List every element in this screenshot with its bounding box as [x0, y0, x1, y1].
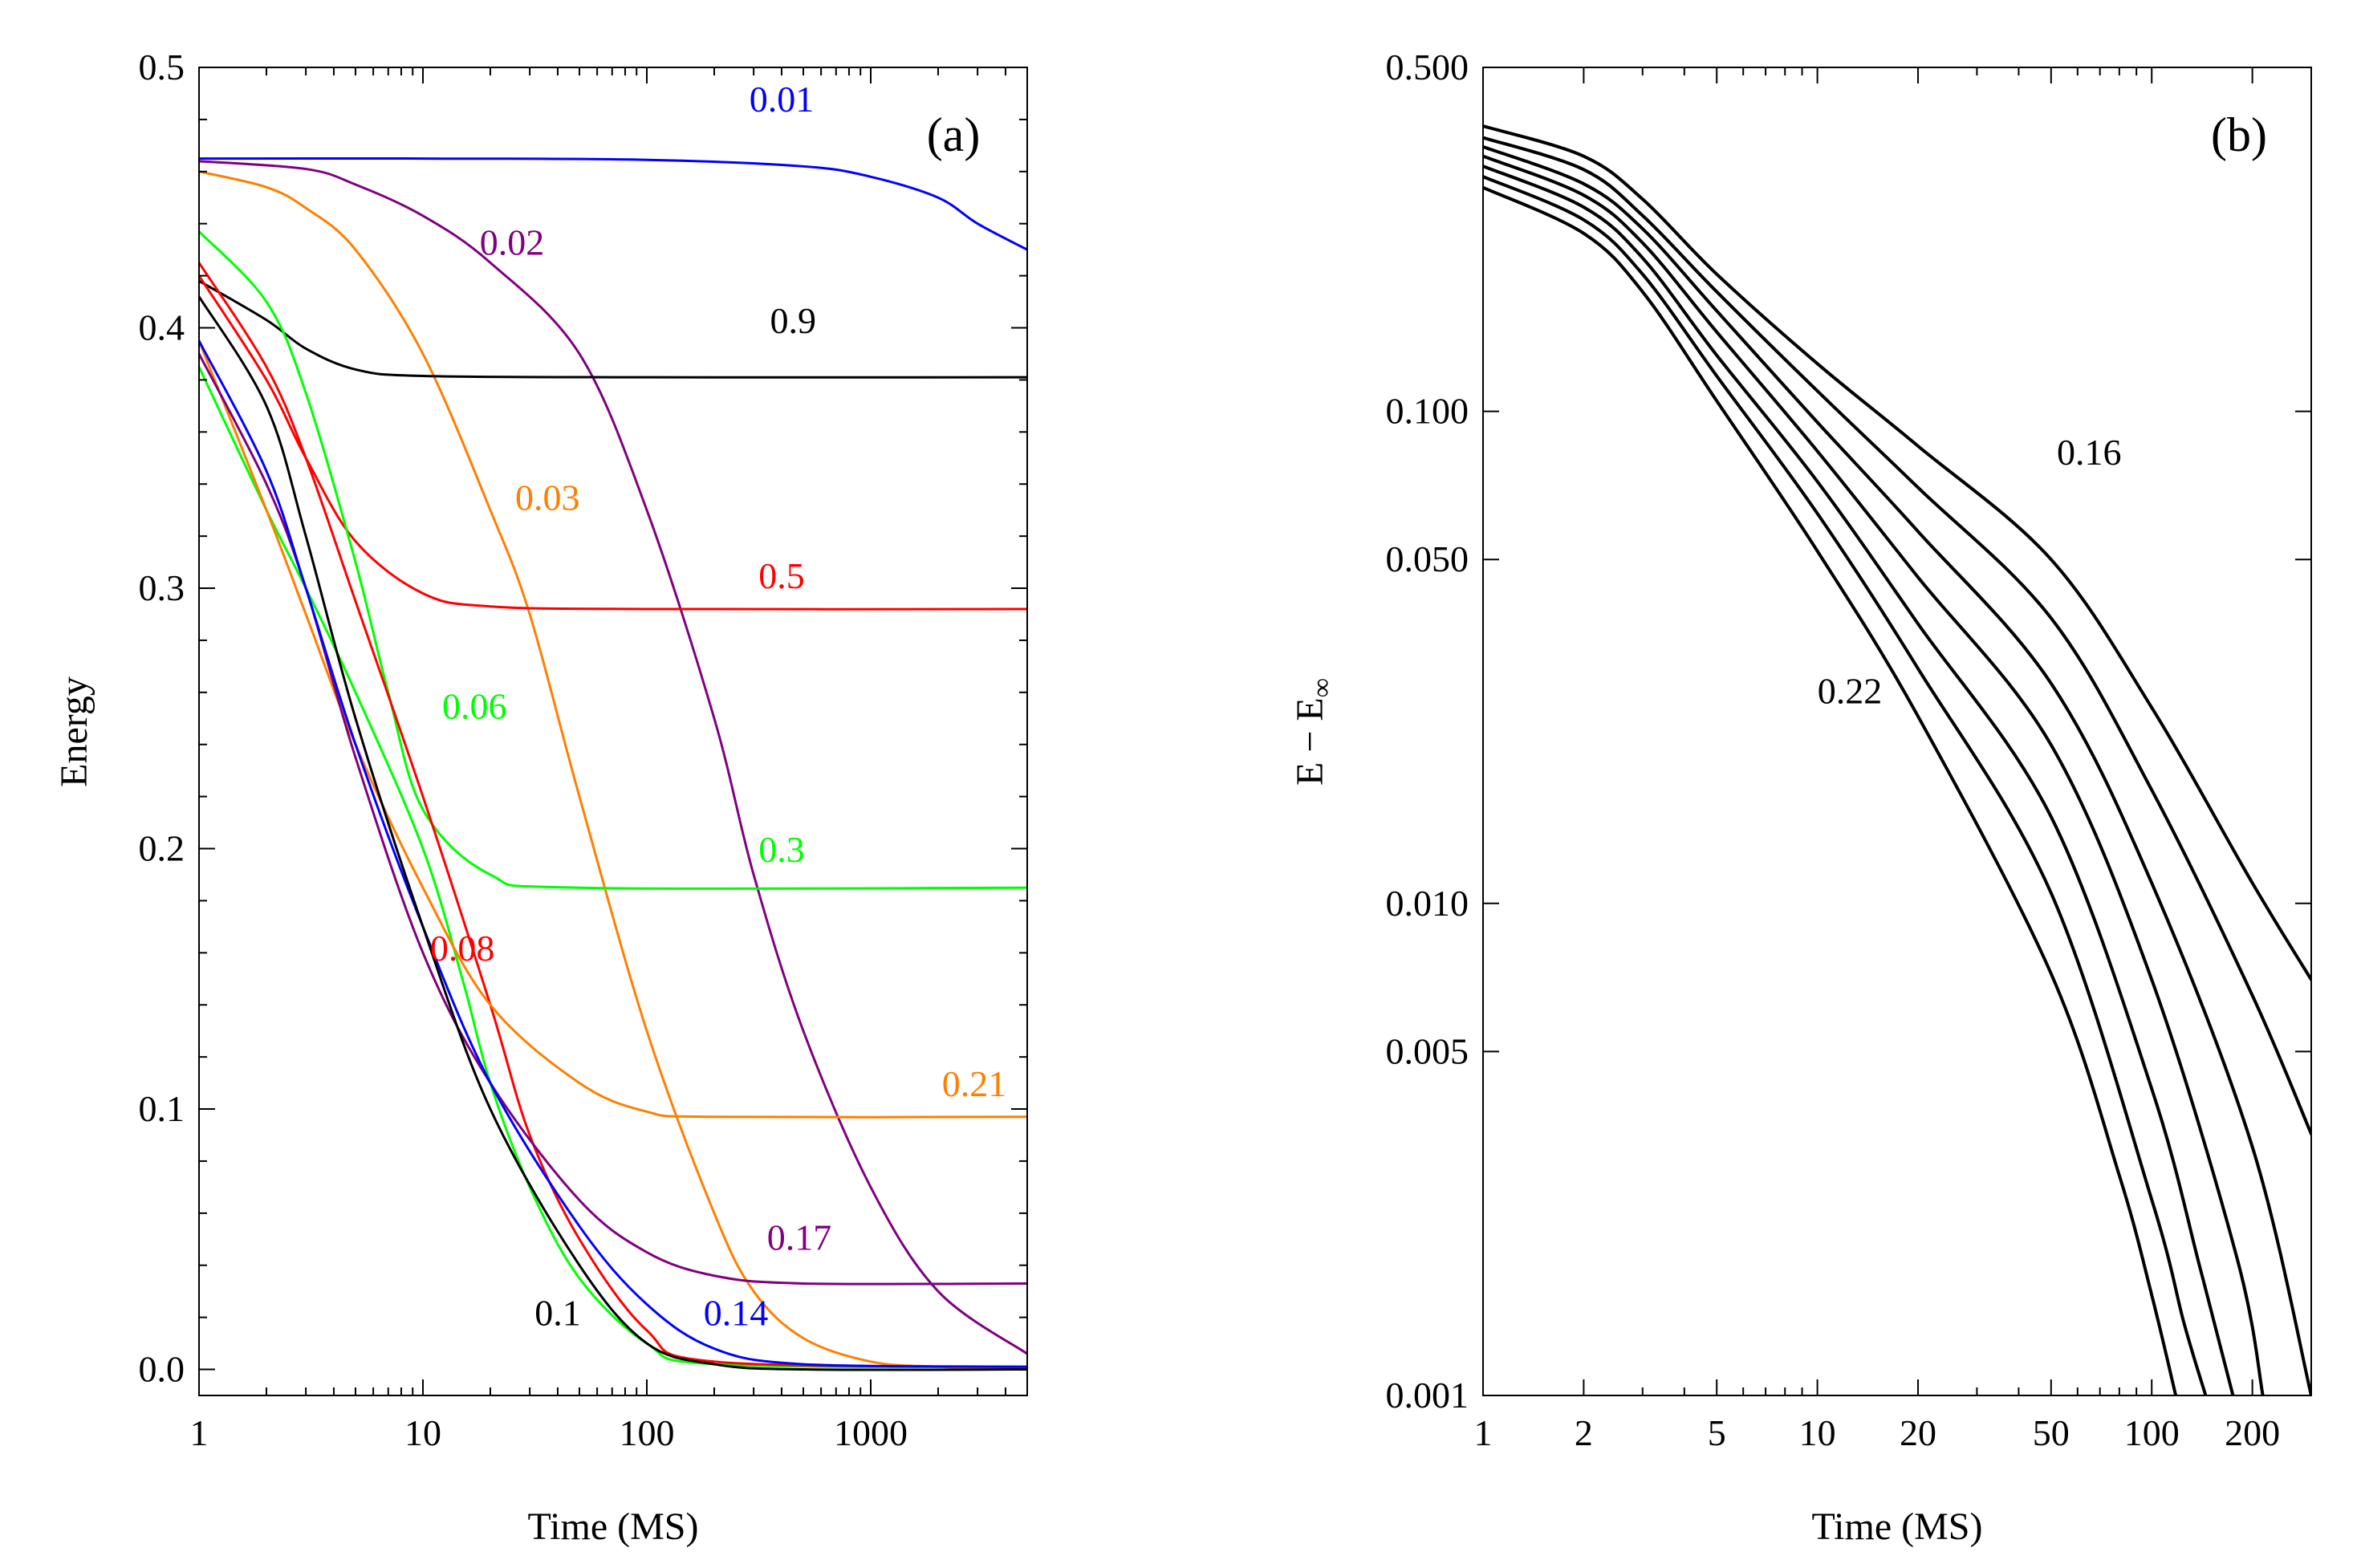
panel-a-y-tick-label: 0.4 — [139, 307, 185, 348]
panel-a: 0.010.020.030.90.50.060.30.080.210.170.1… — [53, 47, 1028, 1548]
panel-a-series-label-0-08: 0.08 — [430, 928, 495, 969]
panel-b-y-tick-label: 0.050 — [1386, 538, 1469, 579]
panel-b-y-axis-title-main: E − E — [1289, 697, 1331, 786]
panel-b-y-tick-label: 0.100 — [1386, 391, 1469, 432]
panel-a-series-line-0-02 — [199, 160, 1027, 1355]
panel-b-series-line-2 — [1483, 136, 2311, 1136]
panel-a-series-line-0-3 — [199, 365, 1027, 1368]
panel-b-series-line-4 — [1483, 154, 2265, 1395]
panel-b-x-tick-label: 20 — [1900, 1412, 1936, 1453]
panel-a-y-ticks: 0.0 0.1 0.2 0.3 0.4 0.5 — [139, 47, 1027, 1390]
panel-b-plot-frame — [1482, 67, 2312, 1396]
panel-b: 0.16 0.22 1 2 5 10 20 50 100 200 0.001 0.005 0.010… — [1289, 47, 2312, 1548]
panel-a-series-label-0-01: 0.01 — [750, 79, 815, 120]
panel-b-x-tick-label: 100 — [2124, 1412, 2180, 1453]
panel-a-series-label-0-02: 0.02 — [480, 222, 545, 263]
panel-b-y-axis-title: E − E∞ — [1289, 678, 1337, 786]
panel-b-series-line-7 — [1483, 185, 2178, 1395]
panel-a-series-line-0-01 — [199, 156, 1027, 251]
panel-b-series-line-1 — [1483, 124, 2311, 981]
panel-b-x-tick-label: 1 — [1474, 1412, 1493, 1453]
panel-a-series-line-0-03 — [199, 170, 1027, 1371]
panel-b-x-tick-label: 2 — [1575, 1412, 1593, 1453]
panel-a-series-label-0-1: 0.1 — [534, 1292, 581, 1333]
panel-a-x-tick-label: 100 — [619, 1412, 674, 1453]
panel-b-series-line-3 — [1483, 144, 2311, 1395]
panel-a-y-tick-label: 0.0 — [139, 1349, 185, 1390]
panel-a-series-line-0-5 — [199, 274, 1027, 611]
panel-b-y-axis-title-subscript: ∞ — [1307, 678, 1337, 697]
panel-a-series-label-0-21: 0.21 — [942, 1063, 1007, 1104]
panel-b-annotation-0-16: 0.16 — [2057, 432, 2122, 473]
panel-a-x-tick-label: 1000 — [834, 1412, 908, 1453]
panel-a-curves — [199, 156, 1027, 1371]
panel-a-y-axis-title: Energy — [53, 676, 95, 787]
panel-a-x-tick-label: 1 — [190, 1412, 209, 1453]
panel-b-series-line-6 — [1483, 175, 2208, 1395]
panel-b-x-tick-label: 50 — [2033, 1412, 2070, 1453]
panel-a-tag: (a) — [927, 108, 981, 161]
panel-b-y-tick-label: 0.010 — [1386, 883, 1469, 924]
panel-a-y-tick-label: 0.2 — [139, 828, 185, 869]
panel-b-y-tick-label: 0.001 — [1386, 1375, 1469, 1416]
panel-b-x-tick-label: 200 — [2225, 1412, 2280, 1453]
panel-b-tag: (b) — [2211, 108, 2267, 161]
panel-a-series-label-0-03: 0.03 — [515, 477, 580, 518]
panel-a-x-ticks: 1 10 100 1000 — [190, 67, 1006, 1453]
panel-a-y-tick-label: 0.1 — [139, 1088, 185, 1129]
panel-a-series-label-0-9: 0.9 — [770, 300, 816, 341]
panel-a-series-line-0-21 — [199, 339, 1027, 1119]
panel-a-series-label-0-14: 0.14 — [704, 1292, 769, 1333]
panel-a-plot-frame — [198, 67, 1028, 1396]
panel-a-series-line-0-9 — [199, 279, 1027, 379]
panel-b-x-tick-label: 5 — [1708, 1412, 1726, 1453]
panel-a-x-tick-label: 10 — [404, 1412, 441, 1453]
panel-b-series-line-5 — [1483, 165, 2235, 1395]
panel-b-y-ticks: 0.001 0.005 0.010 0.050 0.100 0.500 — [1386, 47, 2311, 1416]
panel-b-x-axis-title: Time (MS) — [1812, 1505, 1983, 1548]
panel-a-series-label-0-17: 0.17 — [767, 1217, 832, 1257]
panel-b-y-tick-label: 0.005 — [1386, 1030, 1469, 1071]
panel-a-series-line-0-14 — [199, 339, 1027, 1368]
panel-a-series-line-0-06 — [199, 230, 1027, 890]
panel-b-y-tick-label: 0.500 — [1386, 47, 1469, 87]
panel-b-x-ticks: 1 2 5 10 20 50 100 200 — [1474, 67, 2280, 1453]
panel-a-y-tick-label: 0.5 — [139, 47, 185, 87]
panel-b-annotations: 0.16 0.22 — [1818, 432, 2122, 712]
panel-b-curves — [1483, 124, 2311, 1395]
panel-a-x-axis-title: Time (MS) — [528, 1505, 699, 1548]
panel-a-series-label-0-3: 0.3 — [758, 829, 805, 870]
panel-b-annotation-0-22: 0.22 — [1818, 671, 1883, 712]
panel-a-series-line-0-1 — [199, 295, 1027, 1371]
panel-b-x-tick-label: 10 — [1799, 1412, 1836, 1453]
panel-a-y-tick-label: 0.3 — [139, 567, 185, 608]
panel-a-series-label-0-5: 0.5 — [758, 555, 805, 596]
panel-a-curve-labels: 0.01 0.02 0.03 0.9 0.5 0.06 0.3 0.08 0.21 0.17 0.1… — [430, 79, 1006, 1333]
panel-a-series-label-0-06: 0.06 — [442, 685, 507, 726]
